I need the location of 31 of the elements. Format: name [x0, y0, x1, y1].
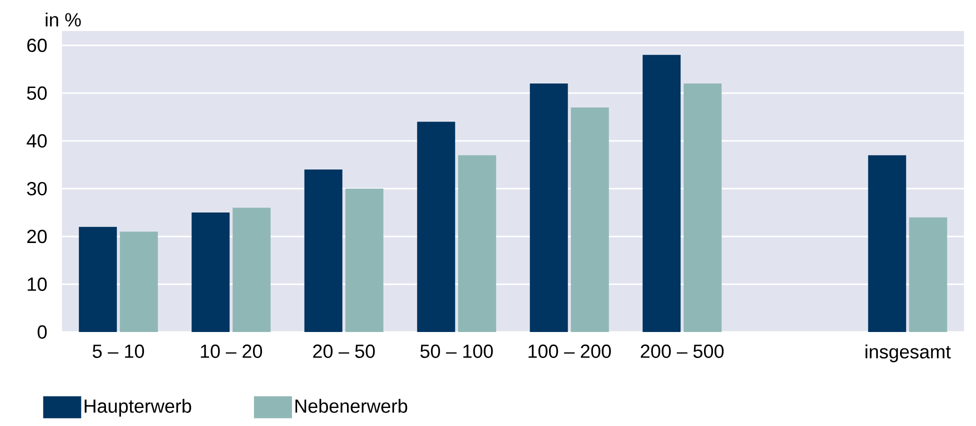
bar — [417, 122, 456, 332]
y-axis-title: in % — [46, 12, 81, 26]
y-tick-label: 20 — [27, 230, 47, 244]
y-tick-label: 60 — [27, 38, 47, 52]
bar — [530, 84, 568, 332]
x-tick-label: insgesamt — [866, 344, 951, 362]
y-tick-label: 10 — [28, 277, 47, 291]
x-tick-label: 50 – 100 — [420, 344, 493, 358]
bar — [868, 155, 906, 332]
legend-label: Nebenerwerb — [296, 398, 408, 413]
y-tick-label: 40 — [26, 134, 47, 148]
bar — [232, 208, 271, 332]
y-tick-label: 0 — [38, 325, 47, 339]
x-tick-label: 200 – 500 — [640, 344, 724, 358]
legend-label: Haupterwerb — [84, 398, 192, 417]
bar — [684, 84, 722, 332]
bar — [345, 188, 384, 332]
bar — [458, 155, 496, 332]
x-tick-label: 100 – 200 — [528, 344, 611, 358]
bar — [78, 226, 117, 332]
bar — [642, 54, 681, 332]
bar — [570, 107, 609, 332]
x-tick-label: 10 – 20 — [200, 344, 262, 358]
x-tick-label: 5 – 10 — [92, 344, 144, 358]
y-tick-label: 50 — [27, 86, 47, 100]
x-tick-label: 20 – 50 — [313, 344, 375, 358]
bar — [909, 217, 948, 332]
y-tick-label: 30 — [27, 182, 47, 196]
bar — [304, 170, 342, 332]
bar — [120, 232, 158, 332]
bar — [192, 212, 230, 332]
